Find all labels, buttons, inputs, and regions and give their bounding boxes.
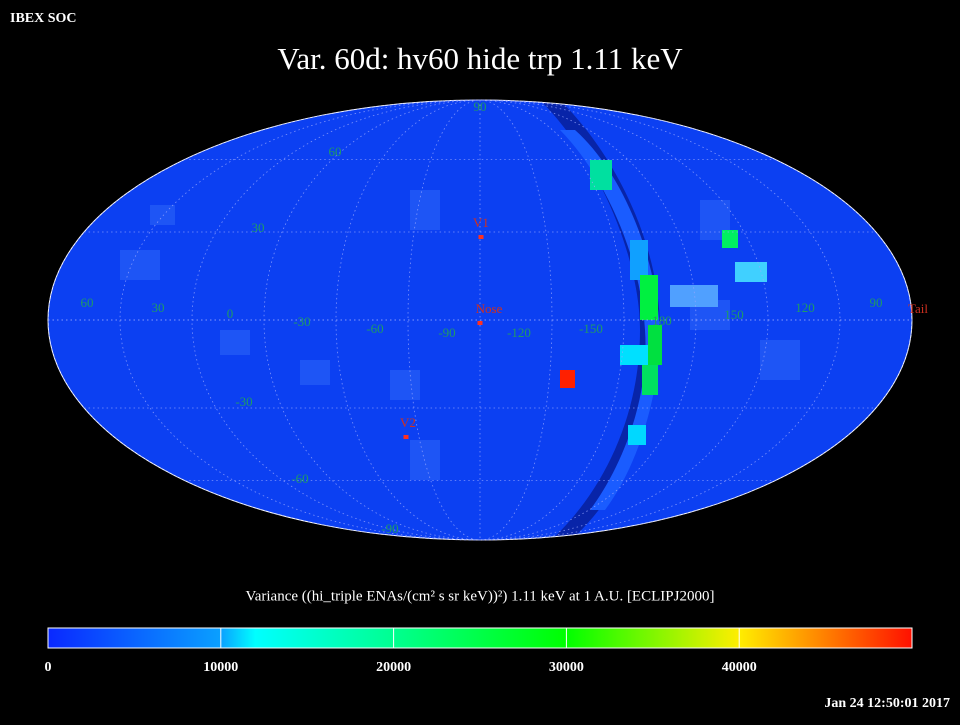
colorbar-tick-label: 40000 xyxy=(722,660,757,675)
longitude-label: 120 xyxy=(795,300,815,315)
latitude-label: -30 xyxy=(235,394,252,409)
colorbar-ticks: 0 10000 20000 30000 40000 xyxy=(45,628,757,675)
meridian xyxy=(47,99,913,541)
colorbar-tick-label: 20000 xyxy=(376,660,411,675)
latitude-label: 60 xyxy=(329,144,342,159)
longitude-label: 30 xyxy=(152,300,165,315)
longitude-label: -90 xyxy=(438,325,455,340)
longitude-label: -30 xyxy=(293,314,310,329)
colorbar-label: Variance ((hi_triple ENAs/(cm² s sr keV)… xyxy=(246,588,715,604)
longitude-label: -150 xyxy=(579,321,603,336)
marker-dot xyxy=(478,235,484,239)
marker-label: Tail xyxy=(908,301,928,316)
latitude-label: 90 xyxy=(474,99,487,114)
latitude-label: -60 xyxy=(291,471,308,486)
timestamp: Jan 24 12:50:01 2017 xyxy=(824,696,950,711)
graticule-labels: 90 60 30 -30 -60 -90 60 30 0 -30 -60 -90 -120 -150 180… xyxy=(81,99,883,536)
longitude-label: 60 xyxy=(81,295,94,310)
graticule xyxy=(47,99,913,541)
longitude-label: -120 xyxy=(507,325,531,340)
map-title: Var. 60d: hv60 hide trp 1.11 keV xyxy=(277,41,683,76)
latitude-label: 30 xyxy=(252,220,265,235)
colorbar xyxy=(47,627,913,649)
longitude-label: 90 xyxy=(870,295,883,310)
latitude-label: -90 xyxy=(381,521,398,536)
marker-label: V2 xyxy=(400,415,416,430)
colorbar-tick-label: 0 xyxy=(45,660,52,675)
colorbar-tick-label: 10000 xyxy=(203,660,238,675)
marker-label: Nose xyxy=(476,301,503,316)
colorbar-tick-label: 30000 xyxy=(549,660,584,675)
marker-dot xyxy=(403,435,409,439)
longitude-label: 0 xyxy=(227,306,234,321)
markers: V1 Nose V2 Tail xyxy=(400,215,928,439)
longitude-label: -60 xyxy=(366,321,383,336)
header-label: IBEX SOC xyxy=(10,11,77,26)
longitude-label: 180 xyxy=(652,313,672,328)
marker-label: V1 xyxy=(473,215,489,230)
marker-dot xyxy=(477,321,483,325)
longitude-label: 150 xyxy=(724,307,744,322)
